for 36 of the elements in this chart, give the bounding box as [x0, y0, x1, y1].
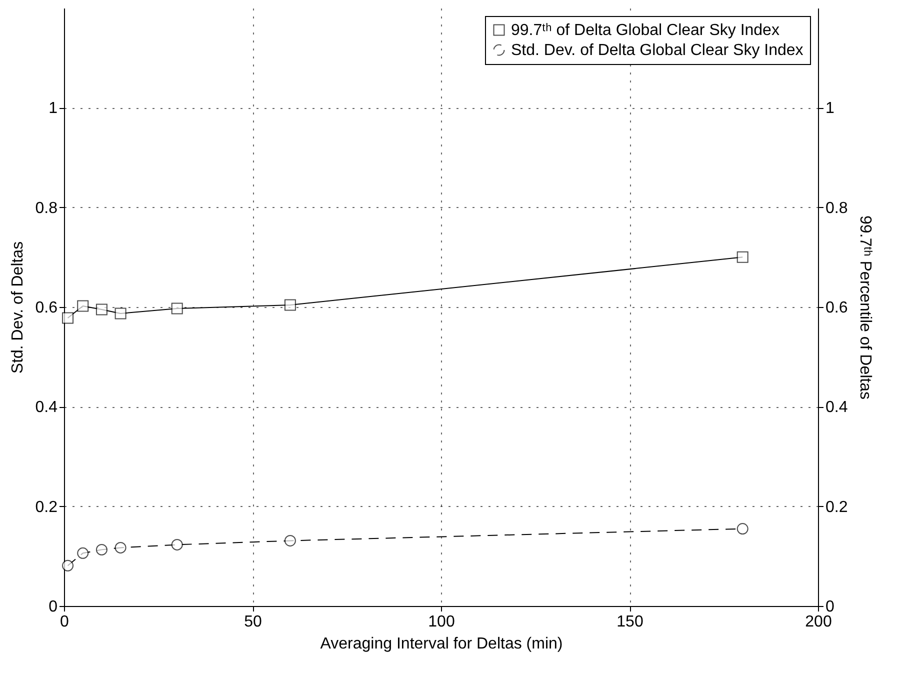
point	[62, 560, 74, 572]
x-tick-label: 150	[616, 614, 644, 630]
y2-tick-label: 0.8	[826, 200, 848, 217]
point	[62, 312, 74, 324]
y-axis-title: Std. Dev. of Deltas	[9, 241, 26, 374]
x-tick-label: 50	[244, 614, 262, 630]
point	[114, 542, 126, 554]
y2-tick-label: 0.4	[826, 399, 848, 416]
point	[96, 304, 108, 316]
point	[96, 544, 108, 556]
y-tick-label: 0.4	[35, 399, 58, 416]
x-tick-label: 200	[805, 614, 832, 630]
point	[171, 302, 183, 314]
y2-tick-label: 0.6	[826, 300, 848, 316]
point	[736, 523, 748, 534]
y2-tick-label: 0.2	[826, 498, 848, 516]
y-tick-label: 1	[48, 100, 58, 118]
y2-axis-title: 99.7ᵗʰ Percentile of Deltas	[856, 216, 874, 400]
point	[284, 299, 296, 311]
y-tick-label: 0.8	[35, 200, 58, 217]
point	[284, 534, 296, 546]
y-tick-label: 0.2	[35, 498, 58, 516]
x-tick-label: 100	[428, 614, 455, 630]
point	[736, 251, 748, 263]
x-axis-title: Averaging Interval for Deltas (min)	[320, 636, 563, 652]
y-tick-label: 0.6	[35, 300, 58, 316]
legend-label: 99.7ᵗʰ of Delta Global Clear Sky Index	[511, 22, 780, 39]
x-tick-label: 0	[60, 614, 70, 630]
point	[114, 308, 126, 320]
point	[171, 538, 183, 550]
legend-label: Std. Dev. of Delta Global Clear Sky Index	[511, 42, 804, 59]
point	[77, 300, 89, 312]
y2-tick-label: 1	[826, 100, 834, 118]
y-tick-label: 0	[48, 598, 58, 616]
point	[77, 547, 89, 559]
y2-tick-label: 0	[826, 598, 834, 616]
